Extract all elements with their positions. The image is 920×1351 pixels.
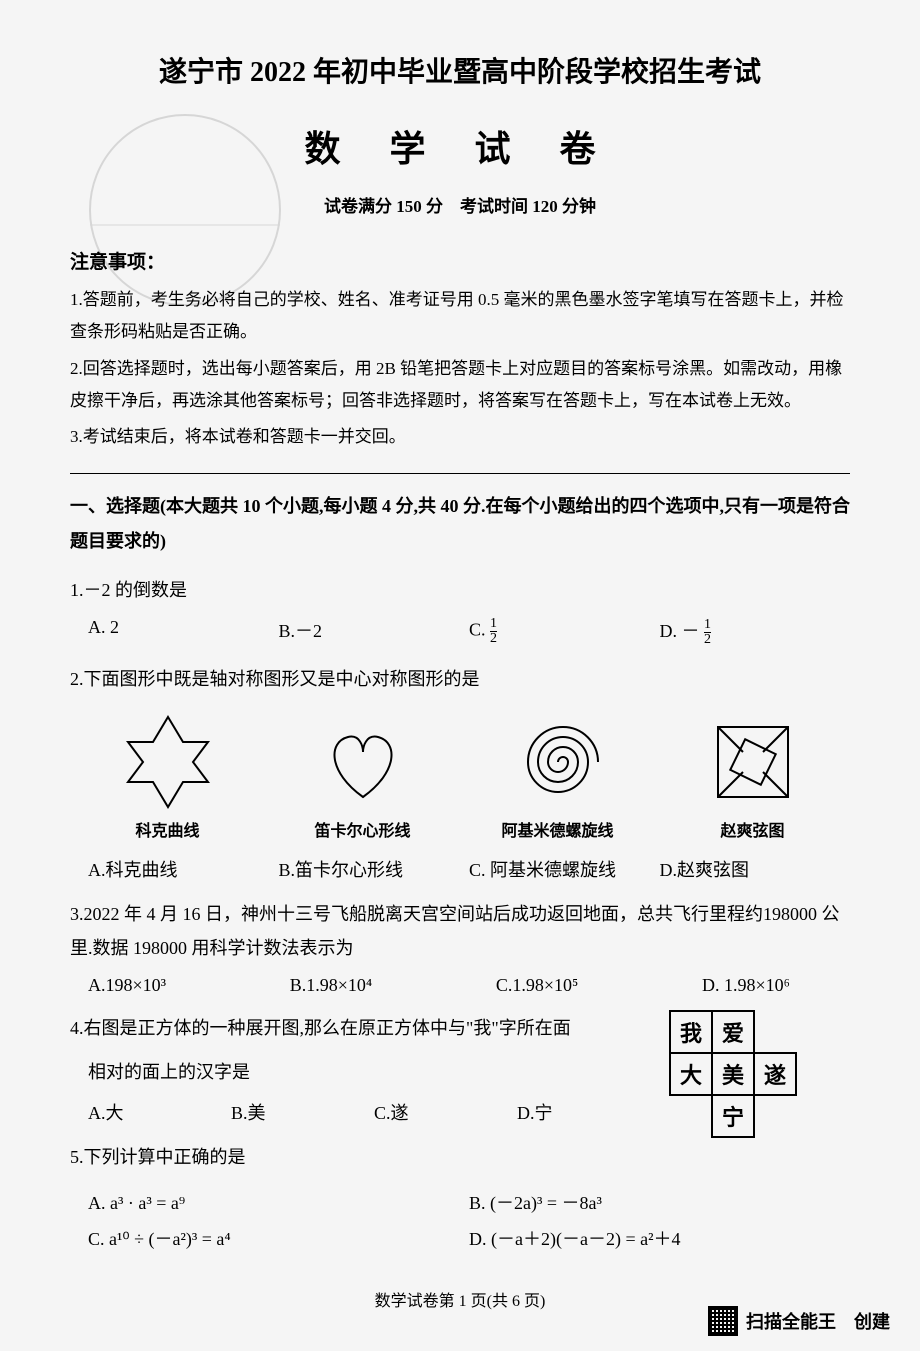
q1-opt-a: A. 2 [88,617,279,647]
q1-text: 1.－2 的倒数是 [70,573,850,607]
koch-curve: 科克曲线 [88,712,248,841]
q4-opt-a: A.大 [88,1099,231,1125]
archimedes-spiral: 阿基米德螺旋线 [478,712,638,841]
q2-opt-d: D.赵爽弦图 [660,856,851,882]
ghost-circle [60,90,310,340]
q1-options: A. 2 B.－2 C. 12 D. － 12 [70,617,850,647]
q2-opt-b: B.笛卡尔心形线 [279,856,470,882]
q2-options: A.科克曲线 B.笛卡尔心形线 C. 阿基米德螺旋线 D.赵爽弦图 [70,856,850,882]
q4-options: A.大 B.美 C.遂 D.宁 [70,1099,660,1125]
q5-opt-d: D. (－a＋2)(－a－2) = a²＋4 [469,1221,850,1257]
main-title: 遂宁市 2022 年初中毕业暨高中阶段学校招生考试 [70,50,850,90]
q3-options: A.198×10³ B.1.98×10⁴ C.1.98×10⁵ D. 1.98×… [70,975,850,996]
q4-text-1: 4.右图是正方体的一种展开图,那么在原正方体中与"我"字所在面 [70,1011,660,1045]
cube-cell: 宁 [711,1094,755,1138]
q4-opt-b: B.美 [231,1099,374,1125]
q5-opt-a: A. a³ · a³ = a⁹ [88,1185,469,1221]
cube-cell: 遂 [753,1052,797,1096]
divider [70,473,850,474]
q2-images: 科克曲线 笛卡尔心形线 阿基米德螺旋线 赵爽弦图 [70,712,850,841]
scan-hint: 扫描全能王 创建 [708,1306,890,1336]
cube-cell: 我 [669,1010,713,1054]
qr-icon [708,1306,738,1336]
q5-opt-c: C. a¹⁰ ÷ (－a²)³ = a⁴ [88,1221,469,1257]
q4-text-2: 相对的面上的汉字是 [70,1055,660,1089]
notice-item: 3.考试结束后，将本试卷和答题卡一并交回。 [70,421,850,453]
cube-cell: 爱 [711,1010,755,1054]
q3-opt-a: A.198×10³ [88,975,166,996]
q3-opt-b: B.1.98×10⁴ [290,975,372,996]
q4-opt-c: C.遂 [374,1099,517,1125]
q5-text: 5.下列计算中正确的是 [70,1140,850,1174]
q5-opt-b: B. (－2a)³ = －8a³ [469,1185,850,1221]
q1-opt-d: D. － 12 [660,617,851,647]
q1-opt-b: B.－2 [279,617,470,647]
q3-text: 3.2022 年 4 月 16 日，神州十三号飞船脱离天宫空间站后成功返回地面，… [70,897,850,965]
q2-opt-c: C. 阿基米德螺旋线 [469,856,660,882]
notice-item: 2.回答选择题时，选出每小题答案后，用 2B 铅笔把答题卡上对应题目的答案标号涂… [70,353,850,418]
q3-opt-c: C.1.98×10⁵ [496,975,578,996]
cube-net: 我 爱 大 美 遂 宁 [670,1011,850,1137]
q3-opt-d: D. 1.98×10⁶ [702,975,790,996]
q2-opt-a: A.科克曲线 [88,856,279,882]
descartes-heart: 笛卡尔心形线 [283,712,443,841]
q1-opt-c: C. 12 [469,617,660,647]
zhaoshuang-diagram: 赵爽弦图 [673,712,833,841]
q5-options: A. a³ · a³ = a⁹ B. (－2a)³ = －8a³ C. a¹⁰ … [70,1185,850,1257]
cube-cell: 大 [669,1052,713,1096]
q2-text: 2.下面图形中既是轴对称图形又是中心对称图形的是 [70,662,850,696]
section-title: 一、选择题(本大题共 10 个小题,每小题 4 分,共 40 分.在每个小题给出… [70,489,850,557]
cube-cell: 美 [711,1052,755,1096]
q4-opt-d: D.宁 [517,1099,660,1125]
